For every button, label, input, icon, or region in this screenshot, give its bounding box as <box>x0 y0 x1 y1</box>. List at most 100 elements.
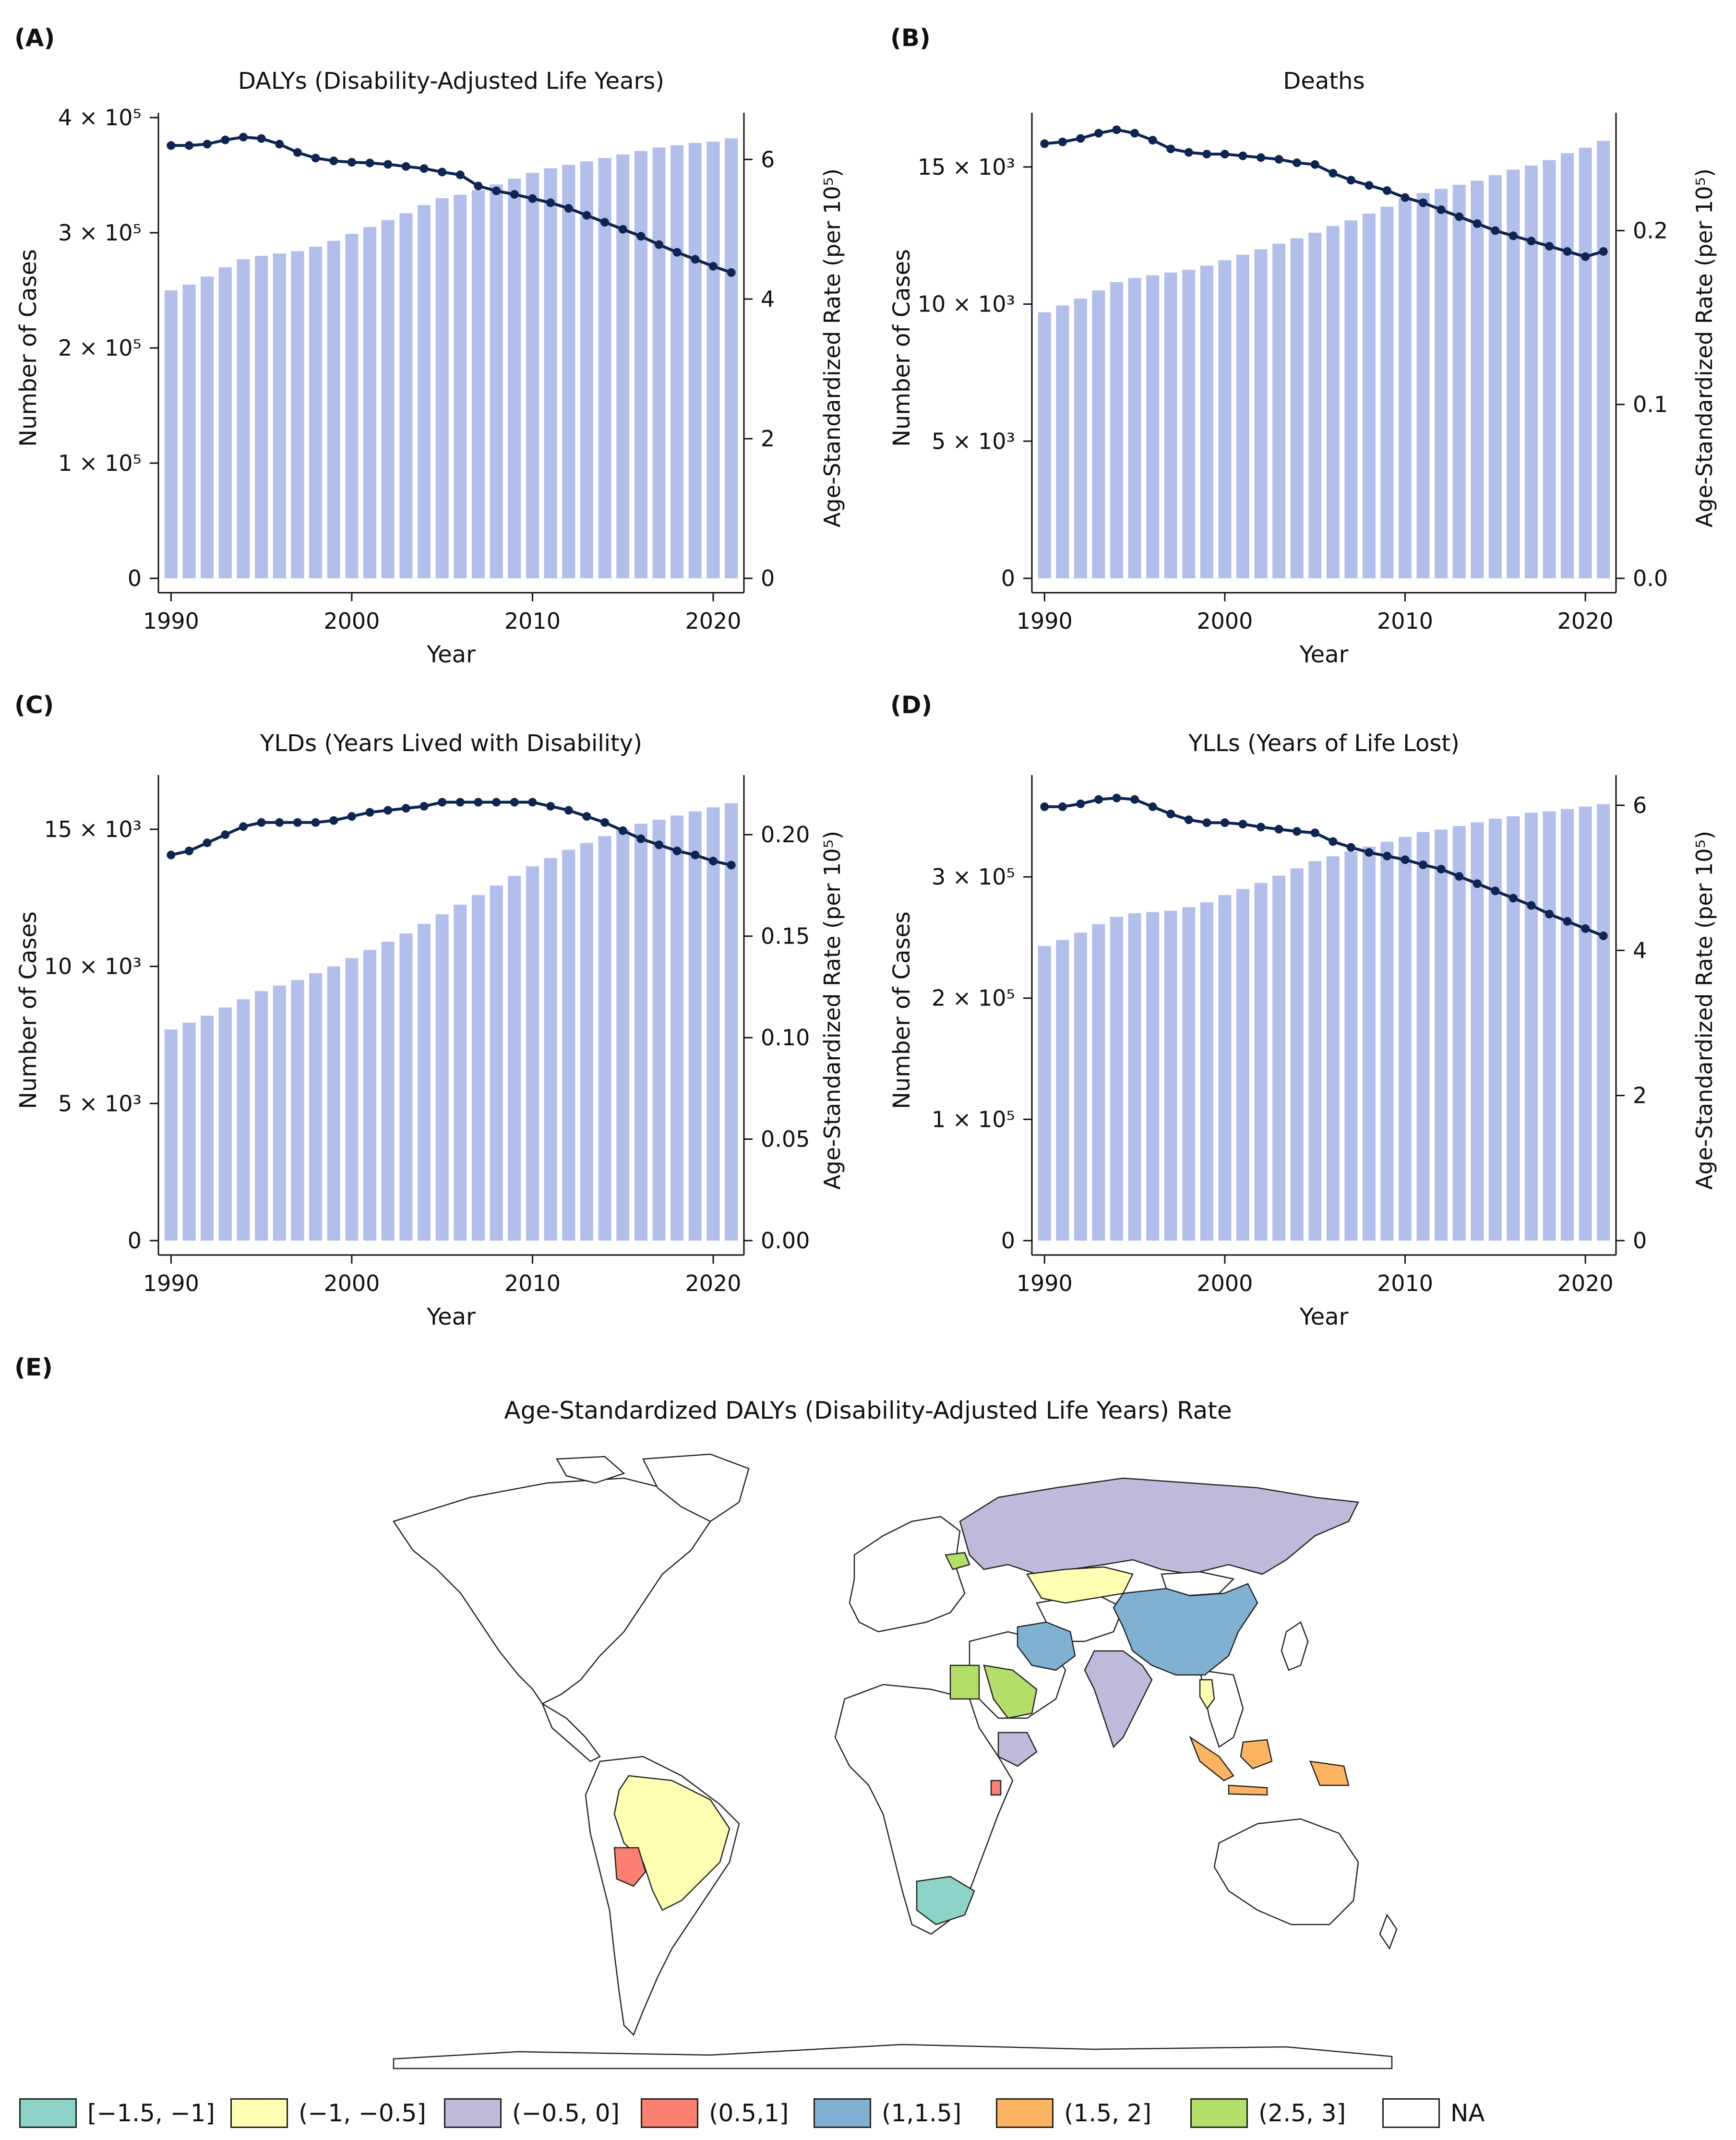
bar <box>544 858 557 1241</box>
x-tick-label: 2010 <box>1377 1270 1433 1296</box>
bar <box>616 154 630 578</box>
bar <box>345 234 359 578</box>
map-title: Age-Standardized DALYs (Disability-Adjus… <box>504 1397 1232 1424</box>
chart-deaths: Deaths 1990 2000 2010 2020 Year 0 5 × 10³ 10 × 1… <box>888 68 1717 668</box>
bar <box>1507 169 1520 579</box>
rate-point <box>1401 193 1410 202</box>
bar <box>725 138 738 578</box>
rate-point <box>455 798 465 807</box>
y-tick-label: 15 × 10³ <box>918 154 1015 180</box>
bar <box>1543 811 1556 1241</box>
rate-point <box>419 801 429 811</box>
bar <box>273 985 286 1241</box>
rate-point <box>239 132 248 142</box>
x-tick-label: 1990 <box>1017 608 1073 634</box>
rate-point <box>582 812 591 821</box>
legend-swatch <box>814 2098 871 2128</box>
x-tick-label: 1990 <box>143 1270 199 1296</box>
y2-tick-label: 2 <box>761 426 775 452</box>
bar <box>1308 233 1322 578</box>
y-tick-label: 3 × 10⁵ <box>932 864 1015 890</box>
rate-point <box>564 806 573 815</box>
x-tick-label: 2000 <box>1197 1270 1253 1296</box>
rate-point <box>1329 168 1338 178</box>
region-new-zealand <box>1379 1913 1398 1950</box>
rate-point <box>582 211 591 220</box>
bar <box>1399 837 1412 1241</box>
region-central-america <box>541 1702 601 1762</box>
bar <box>490 184 503 578</box>
region-arctic-islands <box>555 1456 625 1484</box>
y-axis-label: Number of Cases <box>888 911 915 1109</box>
rate-point <box>1346 843 1355 852</box>
rate-point <box>636 834 646 843</box>
rate-point <box>1166 144 1175 154</box>
country-indonesia-papua <box>1309 1760 1350 1786</box>
bar <box>363 227 377 578</box>
bar <box>688 811 702 1241</box>
x-tick-label: 2020 <box>685 1270 741 1296</box>
y2-tick-label: 0 <box>761 565 775 591</box>
rate-point <box>727 861 736 870</box>
bar <box>706 807 720 1241</box>
x-axis-label: Year <box>1299 1303 1349 1330</box>
bar <box>1524 813 1538 1241</box>
rate-point <box>510 190 519 199</box>
y2-tick-label: 6 <box>761 146 775 172</box>
rate-point <box>528 798 537 807</box>
rate-point <box>1293 158 1302 167</box>
rate-point <box>438 167 447 177</box>
rate-point <box>1148 136 1157 145</box>
bar <box>1597 141 1610 579</box>
bar <box>1488 818 1502 1241</box>
y-tick-label: 10 × 10³ <box>44 954 142 980</box>
bar <box>1471 822 1484 1241</box>
bar <box>435 914 449 1241</box>
legend-item: (1,1.5] <box>814 2096 961 2130</box>
bar <box>634 824 647 1241</box>
bar <box>670 145 684 579</box>
rate-point <box>618 225 627 234</box>
rate-point <box>1346 176 1355 185</box>
bar <box>363 950 377 1241</box>
bar <box>471 190 485 578</box>
bar <box>1326 856 1340 1241</box>
country-bolivia <box>613 1847 647 1887</box>
rate-point <box>1040 139 1049 148</box>
bar <box>309 973 323 1241</box>
bar <box>1038 946 1051 1241</box>
rate-point <box>1094 795 1103 804</box>
rate-point <box>1220 818 1229 827</box>
bar <box>237 259 250 578</box>
y-tick-label: 5 × 10³ <box>58 1090 142 1116</box>
chart-title: Deaths <box>1283 68 1365 95</box>
country-indonesia-sumatra <box>1189 1735 1234 1781</box>
bar <box>1110 282 1124 578</box>
y-tick-label: 2 × 10⁵ <box>58 335 142 361</box>
y2-axis-label: Age-Standardized Rate (per 10⁵) <box>1691 168 1717 527</box>
bar <box>1146 275 1160 578</box>
bar <box>1380 841 1394 1241</box>
rate-point <box>1437 205 1446 214</box>
bar <box>201 276 214 578</box>
rate-point <box>708 262 718 271</box>
y2-tick-label: 0.15 <box>761 923 810 949</box>
rate-point <box>383 160 393 169</box>
rate-point <box>1202 150 1211 159</box>
rate-point <box>1509 894 1518 903</box>
rate-point <box>347 158 356 167</box>
rate-point <box>1257 823 1266 832</box>
rate-point <box>1040 802 1049 811</box>
bar <box>381 220 395 579</box>
y-tick-label: 10 × 10³ <box>918 291 1015 317</box>
legend-label: NA <box>1450 2099 1485 2127</box>
bar <box>1092 924 1105 1241</box>
x-axis-label: Year <box>426 1303 476 1330</box>
legend-swatch <box>1382 2098 1440 2128</box>
bar <box>1561 153 1574 578</box>
y-axis-label: Number of Cases <box>888 249 915 447</box>
bar <box>1074 299 1087 578</box>
rate-point <box>672 847 682 856</box>
bar <box>508 179 521 578</box>
legend-label: (1,1.5] <box>882 2099 962 2127</box>
